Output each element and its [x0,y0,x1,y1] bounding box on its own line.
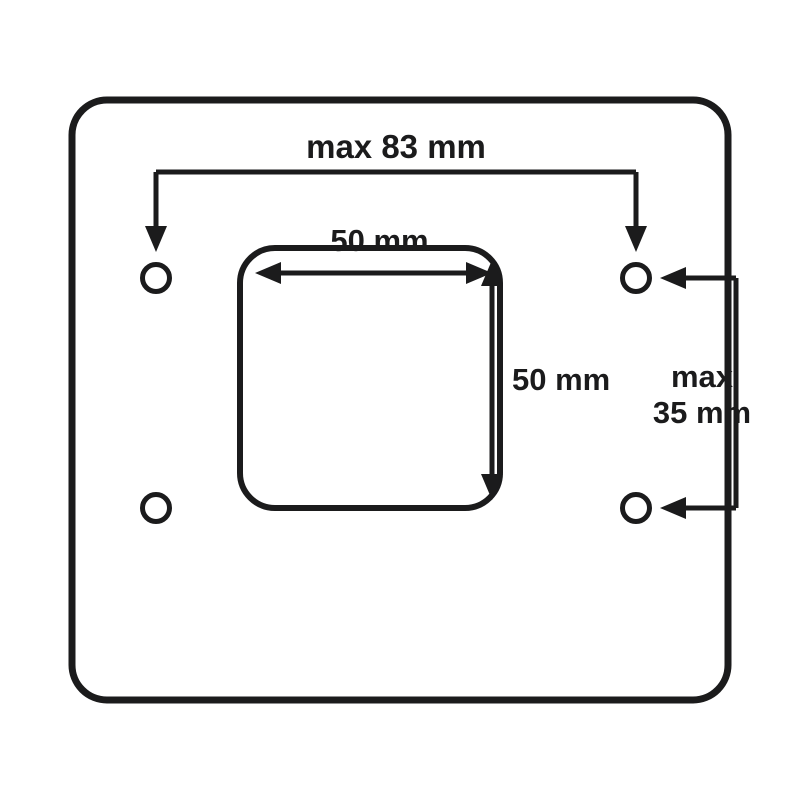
arrowhead-icon [625,226,647,252]
outer-plate [72,100,728,700]
mounting-hole-3 [623,495,650,522]
inner-cutout [240,248,500,508]
arrowhead-icon [660,267,686,289]
dimension-cutout-height-label: 50 mm [512,362,610,397]
dimension-cutout-width-label: 50 mm [330,223,428,258]
dimension-top-label: max 83 mm [306,128,486,165]
dimension-row-spacing-label-2: 35 mm [653,395,751,430]
mounting-hole-2 [143,495,170,522]
arrowhead-icon [660,497,686,519]
dimension-hole-row-spacing: max35 mm [653,267,751,519]
arrowhead-icon [255,262,281,284]
arrowhead-icon [145,226,167,252]
dimension-cutout-width: 50 mm [255,223,492,284]
mounting-hole-0 [143,265,170,292]
dimension-row-spacing-label-1: max [671,359,734,394]
technical-drawing: max 83 mm 50 mm 50 mm max35 mm [0,0,800,800]
mounting-hole-1 [623,265,650,292]
